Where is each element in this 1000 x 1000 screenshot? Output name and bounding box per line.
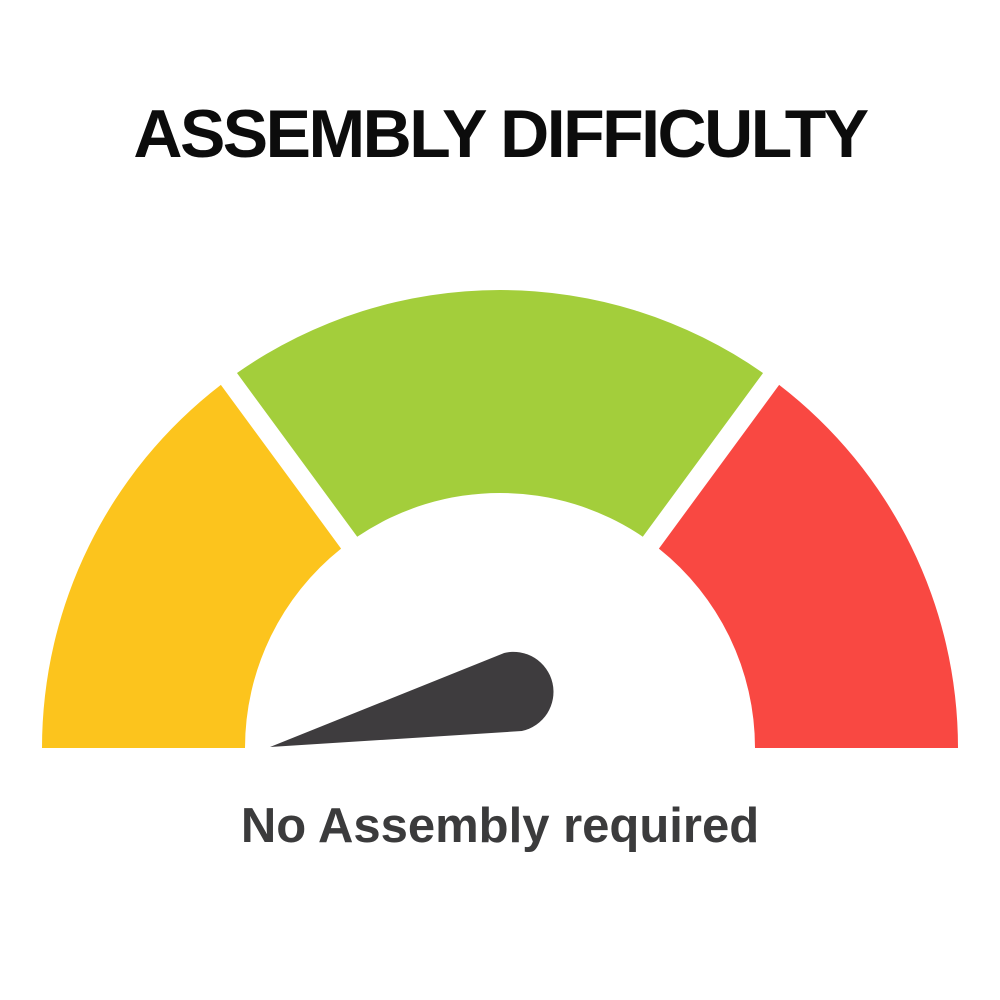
gauge-segment-yellow xyxy=(42,384,342,748)
gauge-needle-icon xyxy=(270,651,554,747)
page-title: ASSEMBLY DIFFICULTY xyxy=(133,96,869,172)
status-label: No Assembly required xyxy=(240,799,760,853)
gauge-segment-red xyxy=(658,384,958,748)
gauge-segment-green xyxy=(236,289,764,537)
